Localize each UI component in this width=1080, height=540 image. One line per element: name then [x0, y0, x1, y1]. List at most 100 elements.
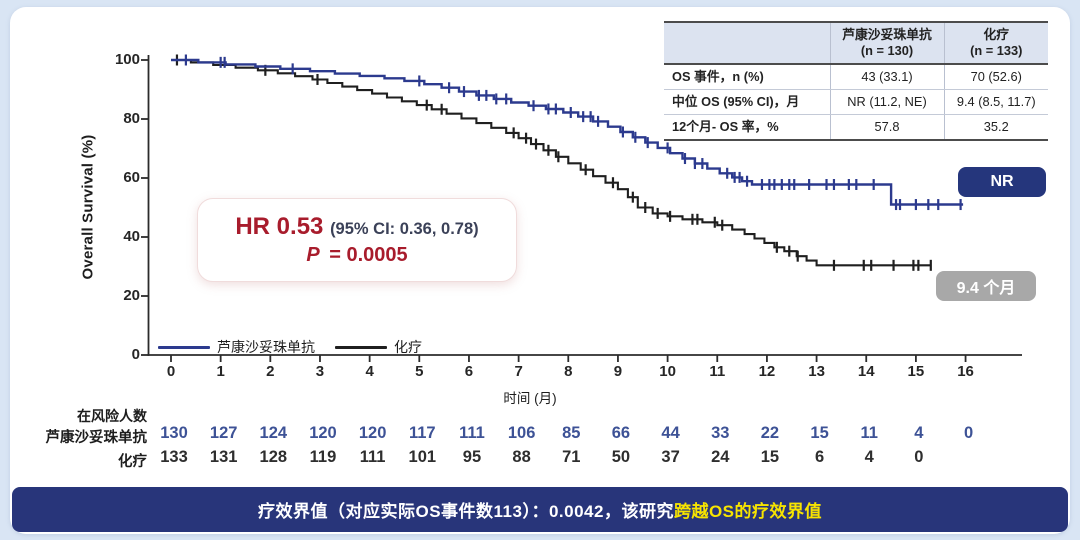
x-tick-label: 12 — [758, 363, 776, 380]
x-tick-label: 10 — [659, 363, 676, 380]
risk-count: 124 — [259, 424, 288, 442]
risk-count: 111 — [459, 424, 485, 442]
risk-count: 37 — [661, 448, 680, 466]
row-median-os-arm2: 9.4 (8.5, 11.7) — [943, 89, 1048, 115]
x-tick-label: 6 — [464, 363, 474, 380]
risk-count: 120 — [309, 424, 337, 442]
x-tick-label: 15 — [907, 363, 925, 380]
x-tick-label: 16 — [957, 363, 974, 380]
risk-count: 117 — [408, 424, 436, 442]
risk-count: 22 — [760, 424, 780, 442]
risk-count: 66 — [611, 424, 631, 442]
row-os-events-arm1: 43 (33.1) — [829, 63, 944, 90]
row-12mo-rate-label: 12个月- OS 率，% — [664, 114, 830, 141]
x-tick-label: 0 — [166, 363, 176, 380]
bottom-banner: 疗效界值（对应实际OS事件数113）：0.0042，该研究 跨越OS的疗效界值 — [12, 487, 1068, 532]
at-risk-label-arm2: 化疗 — [118, 454, 147, 470]
col-arm1-name: 芦康沙妥珠单抗 — [842, 27, 932, 42]
banner-highlight-text: 跨越OS的疗效界值 — [673, 502, 823, 521]
risk-count: 6 — [814, 448, 825, 466]
risk-count: 4 — [864, 448, 874, 466]
x-tick-label: 11 — [709, 363, 726, 380]
x-tick-label: 8 — [564, 363, 573, 380]
legend-swatch-arm2 — [335, 345, 387, 349]
row-os-events-label: OS 事件，n (%) — [664, 63, 830, 90]
x-tick-label: 13 — [808, 363, 825, 380]
table-row: OS 事件，n (%) 43 (33.1) 70 (52.6) — [664, 63, 1048, 90]
risk-count: 106 — [507, 424, 536, 442]
y-tick-label: 0 — [131, 346, 140, 363]
hr-annotation-box: HR 0.53 (95% CI: 0.36, 0.78) P = 0.0005 — [197, 198, 517, 282]
p-label: P — [306, 243, 320, 266]
banner-text: 疗效界值（对应实际OS事件数113）：0.0042，该研究 — [257, 502, 674, 521]
risk-count: 88 — [512, 448, 531, 466]
risk-count: 127 — [209, 424, 238, 442]
table-row: 12个月- OS 率，% 57.8 35.2 — [664, 114, 1048, 141]
y-tick-label: 60 — [123, 169, 140, 186]
row-12mo-rate-arm2: 35.2 — [943, 114, 1048, 141]
y-axis-title: Overall Survival (%) — [79, 134, 97, 280]
x-tick-label: 7 — [514, 363, 523, 380]
legend: 芦康沙妥珠单抗 化疗 — [158, 337, 442, 357]
x-tick-label: 5 — [415, 363, 424, 380]
risk-count: 119 — [309, 448, 337, 466]
risk-count: 24 — [711, 448, 730, 466]
x-tick-label: 14 — [857, 363, 875, 380]
y-tick-label: 40 — [123, 228, 140, 245]
risk-count: 130 — [160, 424, 188, 442]
risk-count: 15 — [760, 448, 780, 466]
risk-count: 111 — [359, 448, 386, 466]
risk-count: 0 — [963, 424, 974, 442]
risk-count: 95 — [462, 448, 482, 466]
x-axis-title: 时间 (月) — [503, 391, 557, 406]
y-tick-label: 80 — [123, 110, 140, 127]
risk-count: 11 — [860, 424, 878, 442]
row-12mo-rate-arm1: 57.8 — [829, 114, 944, 141]
summary-table-corner-cell — [664, 21, 830, 65]
legend-label-arm1: 芦康沙妥珠单抗 — [217, 339, 315, 355]
risk-count: 131 — [209, 448, 238, 466]
x-tick-label: 4 — [365, 363, 374, 380]
risk-count: 128 — [259, 448, 288, 466]
p-value: = 0.0005 — [329, 243, 408, 266]
hr-value: HR 0.53 — [235, 213, 324, 241]
median-badge-arm1-nr: NR — [958, 167, 1046, 197]
risk-count: 101 — [408, 448, 437, 466]
row-os-events-arm2: 70 (52.6) — [943, 63, 1048, 90]
risk-count: 85 — [562, 424, 581, 442]
y-tick-label: 20 — [123, 287, 140, 304]
row-median-os-arm1: NR (11.2, NE) — [829, 89, 944, 115]
x-tick-label: 9 — [613, 363, 623, 380]
table-row: 中位 OS (95% CI)，月 NR (11.2, NE) 9.4 (8.5,… — [664, 89, 1048, 115]
median-badge-arm2: 9.4 个月 — [936, 271, 1036, 301]
col-arm1-n: (n = 130) — [860, 42, 914, 58]
row-median-os-label: 中位 OS (95% CI)，月 — [664, 89, 830, 115]
summary-table-col-arm1: 芦康沙妥珠单抗 (n = 130) — [829, 21, 944, 65]
p-value-line: P = 0.0005 — [306, 244, 407, 266]
at-risk-title: 在风险人数 — [77, 408, 147, 424]
y-tick-label: 100 — [114, 51, 140, 68]
x-tick-label: 3 — [315, 363, 325, 380]
x-tick-label: 1 — [216, 363, 225, 380]
risk-count: 120 — [358, 424, 387, 442]
x-tick-label: 2 — [266, 363, 275, 380]
legend-swatch-arm1 — [158, 345, 210, 349]
risk-count: 15 — [810, 424, 829, 442]
risk-count: 33 — [711, 424, 730, 442]
summary-table: 芦康沙妥珠单抗 (n = 130) 化疗 (n = 133) OS 事件，n (… — [664, 21, 1048, 141]
at-risk-label-arm1: 芦康沙妥珠单抗 — [45, 430, 148, 446]
legend-label-arm2: 化疗 — [394, 339, 422, 355]
risk-count: 44 — [661, 424, 680, 442]
risk-count: 71 — [562, 448, 581, 466]
summary-table-col-arm2: 化疗 (n = 133) — [943, 21, 1048, 65]
risk-count: 4 — [914, 424, 924, 442]
summary-table-header-row: 芦康沙妥珠单抗 (n = 130) 化疗 (n = 133) — [664, 21, 1048, 65]
col-arm2-name: 化疗 — [983, 27, 1010, 42]
hr-ci: (95% CI: 0.36, 0.78) — [330, 220, 479, 239]
hr-line: HR 0.53 (95% CI: 0.36, 0.78) — [235, 214, 478, 240]
col-arm2-n: (n = 133) — [970, 42, 1023, 58]
risk-count: 50 — [611, 448, 631, 466]
risk-count: 0 — [914, 448, 924, 466]
risk-count: 133 — [160, 448, 188, 466]
